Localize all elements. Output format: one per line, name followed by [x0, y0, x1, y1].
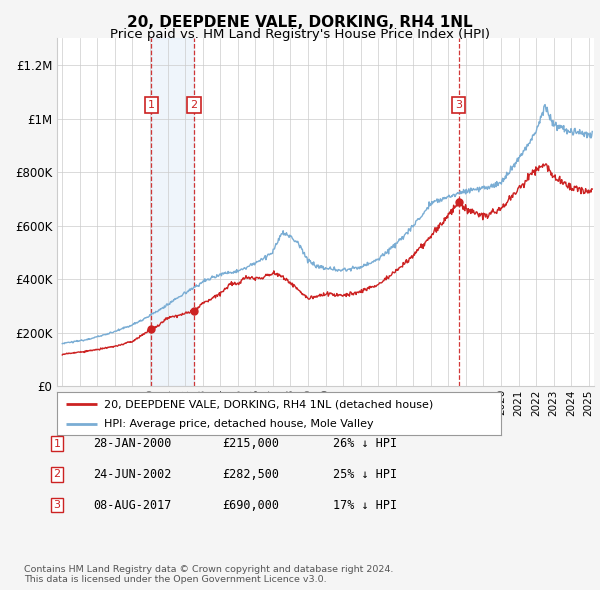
Text: 25% ↓ HPI: 25% ↓ HPI: [333, 468, 397, 481]
Text: Price paid vs. HM Land Registry's House Price Index (HPI): Price paid vs. HM Land Registry's House …: [110, 28, 490, 41]
Text: 17% ↓ HPI: 17% ↓ HPI: [333, 499, 397, 512]
Bar: [151, 38, 194, 386]
Text: Contains HM Land Registry data © Crown copyright and database right 2024.
This d: Contains HM Land Registry data © Crown c…: [24, 565, 394, 584]
Text: 28-JAN-2000: 28-JAN-2000: [93, 437, 172, 450]
Text: 20, DEEPDENE VALE, DORKING, RH4 1NL: 20, DEEPDENE VALE, DORKING, RH4 1NL: [127, 15, 473, 30]
Text: 26% ↓ HPI: 26% ↓ HPI: [333, 437, 397, 450]
Text: £215,000: £215,000: [222, 437, 279, 450]
Text: 3: 3: [53, 500, 61, 510]
Text: £282,500: £282,500: [222, 468, 279, 481]
Text: 3: 3: [455, 100, 463, 110]
Text: £690,000: £690,000: [222, 499, 279, 512]
Text: HPI: Average price, detached house, Mole Valley: HPI: Average price, detached house, Mole…: [104, 419, 373, 429]
Text: 20, DEEPDENE VALE, DORKING, RH4 1NL (detached house): 20, DEEPDENE VALE, DORKING, RH4 1NL (det…: [104, 399, 433, 409]
Text: 1: 1: [148, 100, 155, 110]
Text: 2: 2: [190, 100, 197, 110]
Text: 08-AUG-2017: 08-AUG-2017: [93, 499, 172, 512]
Text: 2: 2: [53, 470, 61, 479]
Text: 24-JUN-2002: 24-JUN-2002: [93, 468, 172, 481]
Text: 1: 1: [53, 439, 61, 448]
